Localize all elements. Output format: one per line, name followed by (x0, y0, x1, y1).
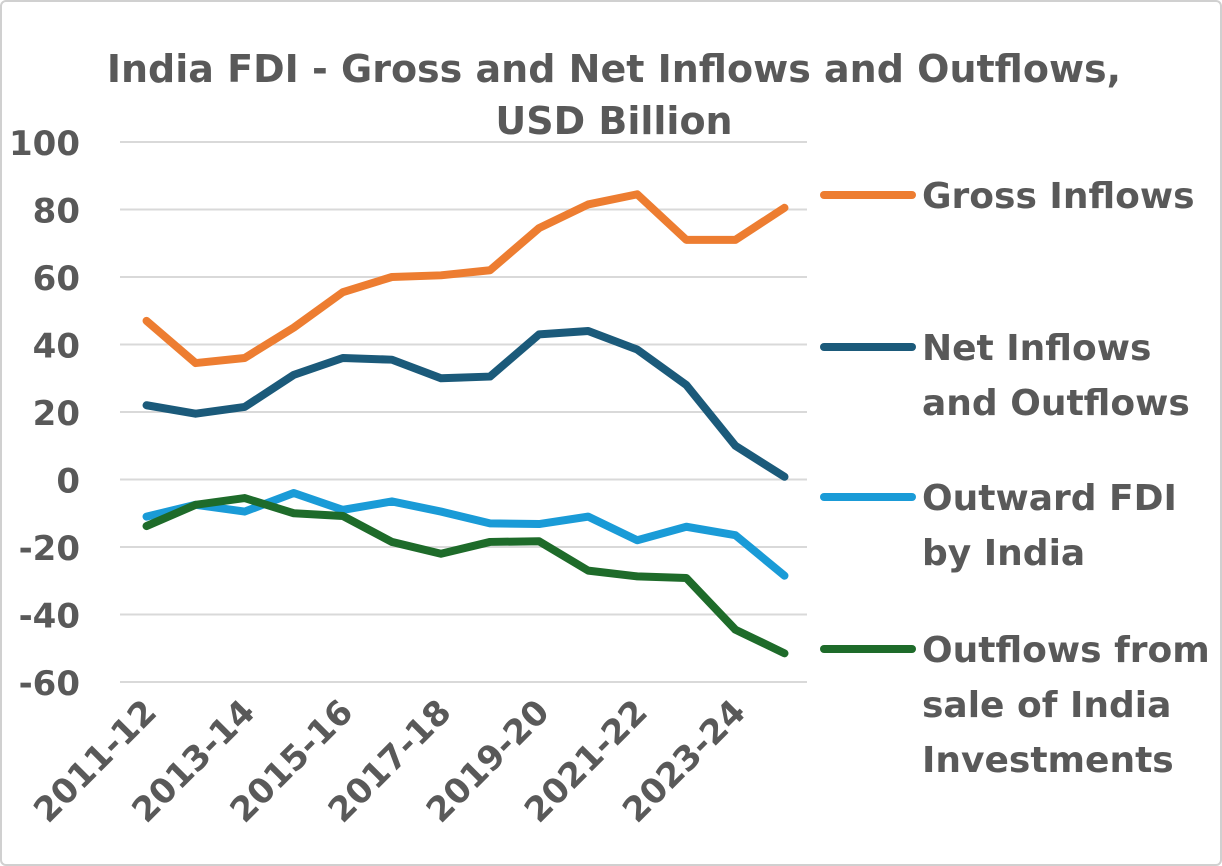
legend-item: Net Inflows and Outflows (820, 328, 1190, 424)
legend-label: by India (922, 533, 1085, 574)
series-line-0 (142, 190, 789, 368)
y-tick-label: -60 (19, 664, 80, 704)
legend-label: Investments (922, 740, 1174, 781)
series-line-2 (142, 489, 789, 580)
legend-label: and Outflows (922, 383, 1190, 424)
legend-item: Outward FDI by India (820, 478, 1177, 574)
legend-label: sale of India (922, 685, 1171, 726)
y-tick-label: 80 (33, 192, 80, 232)
legend-label: Gross Inflows (922, 176, 1195, 217)
series-line-1 (142, 327, 789, 481)
legend-label: Outward FDI (922, 478, 1177, 519)
series-line-3 (142, 494, 789, 658)
y-tick-label: -40 (19, 597, 80, 637)
legend-item: Gross Inflows (820, 176, 1195, 217)
y-tick-label: 0 (56, 462, 80, 502)
chart-title-line-2: USD Billion (495, 99, 732, 143)
y-tick-label: 20 (33, 394, 80, 434)
legend-item: Outflows from sale of India Investments (820, 630, 1210, 781)
legend-label: Outflows from (922, 630, 1210, 671)
y-tick-label: 40 (33, 327, 80, 367)
y-tick-label: -20 (19, 529, 80, 569)
y-tick-label: 100 (9, 124, 80, 164)
y-tick-label: 60 (33, 259, 80, 299)
legend-label: Net Inflows (922, 328, 1151, 369)
chart-title-line-1: India FDI - Gross and Net Inflows and Ou… (107, 47, 1121, 91)
